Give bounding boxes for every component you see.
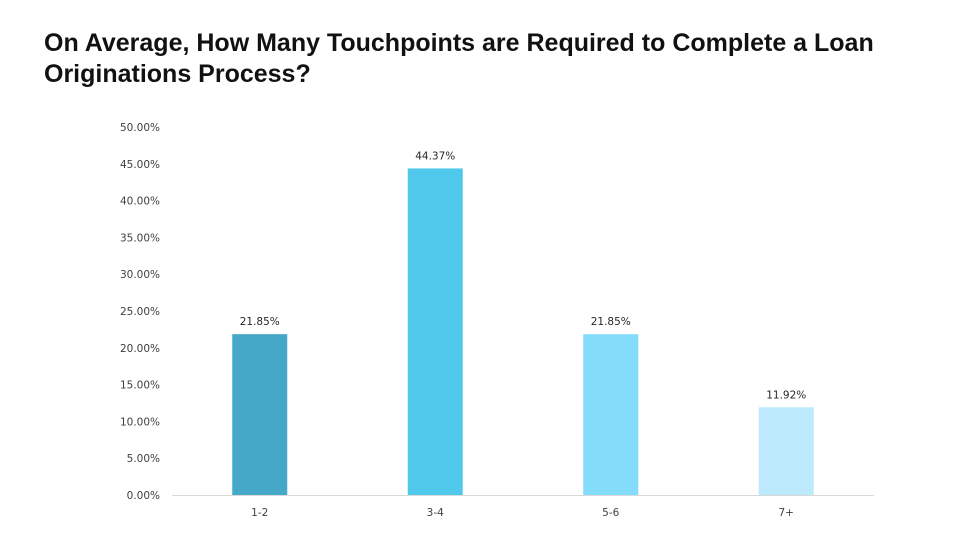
bar-3-4 bbox=[407, 168, 463, 495]
y-tick-label: 40.00% bbox=[120, 196, 160, 208]
x-tick-label: 3-4 bbox=[427, 507, 444, 519]
y-tick-label: 15.00% bbox=[120, 380, 160, 392]
y-tick-label: 45.00% bbox=[120, 159, 160, 171]
data-label: 44.37% bbox=[415, 150, 455, 162]
data-label: 21.85% bbox=[240, 316, 280, 328]
bar-1-2 bbox=[232, 334, 288, 495]
x-tick-label: 1-2 bbox=[251, 507, 268, 519]
y-tick-label: 35.00% bbox=[120, 232, 160, 244]
bar-7+ bbox=[758, 407, 814, 495]
x-axis-tick-labels: 1-2 3-4 5-6 7+ bbox=[251, 507, 794, 519]
x-tick-label: 5-6 bbox=[602, 507, 619, 519]
data-label: 21.85% bbox=[591, 316, 631, 328]
bars bbox=[232, 168, 814, 495]
y-tick-label: 30.00% bbox=[120, 269, 160, 281]
bar-5-6 bbox=[583, 334, 639, 495]
data-label: 11.92% bbox=[766, 389, 806, 401]
y-tick-label: 25.00% bbox=[120, 306, 160, 318]
data-labels: 21.85% 44.37% 21.85% 11.92% bbox=[240, 150, 807, 401]
y-tick-label: 5.00% bbox=[127, 453, 160, 465]
chart-title: On Average, How Many Touchpoints are Req… bbox=[44, 29, 874, 88]
x-tick-label: 7+ bbox=[779, 507, 794, 519]
y-tick-label: 50.00% bbox=[120, 122, 160, 134]
y-tick-label: 0.00% bbox=[127, 490, 160, 502]
y-tick-label: 20.00% bbox=[120, 343, 160, 355]
y-axis-tick-labels: 0.00% 5.00% 10.00% 15.00% 20.00% 25.00% 30.00%… bbox=[120, 122, 160, 502]
y-tick-label: 10.00% bbox=[120, 416, 160, 428]
